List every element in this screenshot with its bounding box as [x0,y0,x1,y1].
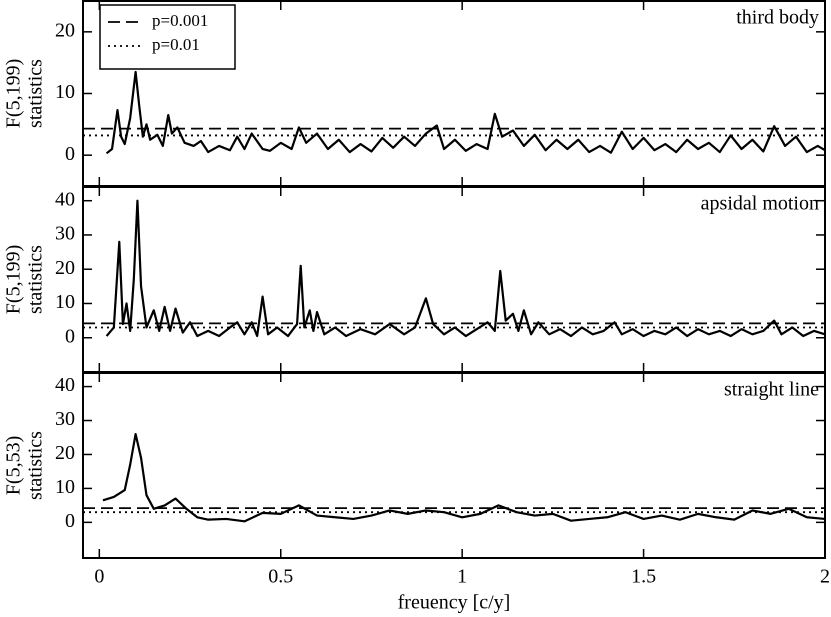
panel-annotation: straight line [724,379,819,401]
x-tick-label: 1 [457,566,467,588]
y-tick-label: 30 [55,223,75,245]
y-axis-label: statistics [25,59,47,128]
data-line [102,433,826,523]
y-axis-label: F(5,199) [3,245,25,314]
y-tick-label: 20 [55,19,75,41]
panel-frame [82,372,826,559]
y-tick-label: 0 [65,510,75,532]
y-tick-label: 40 [55,374,75,396]
panel-annotation: third body [736,7,819,29]
y-tick-label: 10 [55,81,75,103]
y-tick-label: 0 [65,143,75,165]
legend-box [99,4,236,70]
x-tick-label: 0.5 [268,566,293,588]
y-tick-label: 20 [55,442,75,464]
panel-annotation: apsidal motion [701,193,819,215]
y-axis-label: statistics [25,431,47,500]
panel-frame [82,186,826,373]
x-axis-label: freuency [c/y] [398,592,511,614]
y-tick-label: 10 [55,291,75,313]
data-line [105,70,826,155]
y-tick-label: 30 [55,408,75,430]
x-tick-label: 1.5 [631,566,656,588]
y-tick-label: 40 [55,188,75,210]
y-axis-label: F(5,199) [3,59,25,128]
y-axis-label: statistics [25,245,47,314]
legend-label: p=0.01 [152,35,200,54]
y-tick-label: 20 [55,257,75,279]
legend-label: p=0.001 [152,11,208,30]
data-line [105,199,826,338]
x-tick-label: 2 [820,566,830,588]
y-tick-label: 10 [55,476,75,498]
y-tick-label: 0 [65,325,75,347]
x-tick-label: 0 [94,566,104,588]
y-axis-label: F(5,53) [3,436,25,495]
